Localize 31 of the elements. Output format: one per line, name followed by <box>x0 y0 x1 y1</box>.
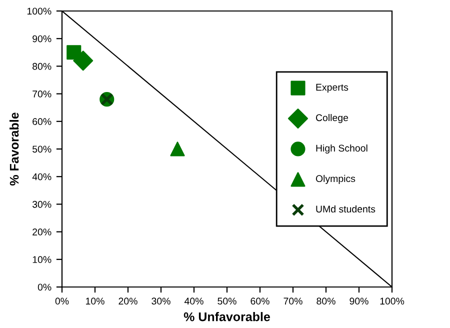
y-tick-label: 100% <box>27 8 52 15</box>
legend-label: College <box>316 114 348 124</box>
x-tick-label: 50% <box>218 298 236 305</box>
x-tick-label: 0% <box>55 298 69 305</box>
x-tick-label: 30% <box>152 298 170 305</box>
x-tick-label: 80% <box>316 298 336 305</box>
y-tick-label: 10% <box>32 256 52 264</box>
y-tick-label: 0% <box>38 284 52 291</box>
x-tick-label: 10% <box>86 298 104 305</box>
y-tick-label: 80% <box>32 62 52 70</box>
point <box>73 50 94 71</box>
x-tick-label: 60% <box>250 298 270 305</box>
y-axis-title: % Favorable <box>10 112 19 186</box>
x-tick-label: 90% <box>350 298 368 305</box>
x-axis-title: % Unfavorable <box>184 312 270 322</box>
y-tick-label: 20% <box>32 228 52 236</box>
x-tick-label: 40% <box>184 298 204 305</box>
y-tick-label: 60% <box>32 118 52 126</box>
legend-label: Experts <box>316 84 348 93</box>
x-tick-label: 100% <box>380 298 404 305</box>
legend-label: Olympics <box>316 174 356 184</box>
y-tick-label: 50% <box>32 146 52 153</box>
legend-label: UMd students <box>316 205 376 213</box>
legend-label: High School <box>316 144 368 154</box>
x-tick-label: 20% <box>118 298 138 305</box>
y-tick-label: 40% <box>32 173 52 180</box>
x-tick-label: 70% <box>284 298 302 305</box>
point <box>170 142 185 156</box>
y-tick-label: 70% <box>32 90 52 98</box>
y-tick-label: 30% <box>32 200 52 208</box>
y-tick-label: 90% <box>32 35 52 42</box>
